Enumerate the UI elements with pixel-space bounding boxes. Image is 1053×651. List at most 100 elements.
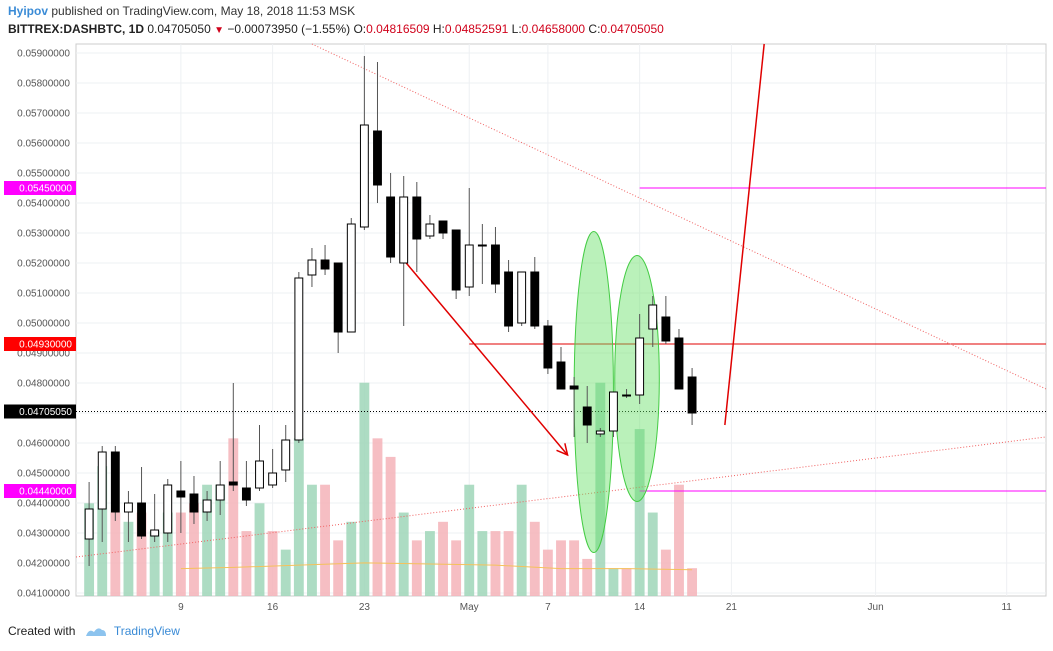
published-text: published on TradingView.com, May 18, 20…: [51, 4, 356, 18]
x-tick-label: 7: [545, 602, 551, 613]
volume-bar: [320, 484, 330, 596]
candle-body: [359, 124, 369, 228]
candle-body: [425, 223, 435, 237]
volume-moving-average: [180, 562, 693, 571]
volume-bar: [490, 531, 501, 596]
x-tick-label: 14: [634, 602, 646, 613]
volume-bar: [307, 484, 317, 596]
volume-bar: [293, 438, 304, 596]
symbol-label: BITTREX:DASHBTC, 1D: [8, 22, 145, 36]
x-tick-label: May: [460, 602, 479, 613]
chart-header-line2: BITTREX:DASHBTC, 1D 0.04705050 ▼ −0.0007…: [8, 22, 664, 36]
candle-body: [320, 259, 330, 270]
volume-bar: [280, 549, 291, 596]
y-tick-label: 0.04500000: [17, 469, 70, 480]
high-value: 0.04852591: [444, 22, 509, 36]
candle-body: [543, 325, 553, 369]
price-tag: [4, 404, 76, 419]
candle-body: [281, 439, 291, 471]
open-value: 0.04816509: [366, 22, 430, 36]
candle-body: [635, 337, 645, 396]
volume-bar: [123, 521, 134, 596]
x-tick-label: 11: [1001, 602, 1012, 613]
volume-bar: [634, 429, 645, 596]
candle-body: [163, 484, 173, 534]
y-tick-label: 0.05900000: [17, 49, 70, 60]
last-price: 0.04705050: [147, 22, 211, 36]
candle-body: [150, 529, 160, 537]
candle-body: [215, 484, 225, 501]
candle-body: [622, 394, 631, 397]
highlight-ellipse-1: [573, 231, 614, 553]
candle-body: [255, 460, 264, 489]
candle-body: [595, 430, 605, 435]
volume-bar: [254, 503, 265, 596]
candle-body: [504, 271, 513, 327]
y-tick-label: 0.05200000: [17, 259, 70, 270]
volume-bar: [162, 512, 173, 596]
ma-line: [180, 562, 693, 571]
tradingview-link[interactable]: TradingView: [113, 624, 180, 638]
down-arrow-icon: ▼: [214, 25, 225, 36]
y-tick-label: 0.05600000: [17, 139, 70, 150]
candle-body: [464, 244, 474, 288]
x-tick-label: 23: [359, 602, 371, 613]
candle-body: [124, 502, 133, 513]
volume-bar: [136, 512, 147, 596]
candle-body: [569, 385, 579, 390]
x-tick-label: 16: [267, 602, 279, 613]
y-tick-label: 0.05400000: [17, 199, 70, 210]
volume-bar: [372, 438, 383, 596]
candle-body: [687, 376, 697, 414]
candle-body: [477, 244, 487, 247]
candle-body: [530, 271, 540, 327]
volume-bar: [241, 531, 252, 596]
volume-bar: [438, 521, 448, 596]
candle-body: [491, 244, 500, 285]
down-trendline: [311, 43, 1047, 390]
price-chart[interactable]: 0.04100000 0.04200000 0.04300000 0.04400000…: [0, 40, 1053, 620]
price-tag: [4, 337, 76, 351]
price-tags: 0.05450000 0.04930000 0.04705050 0.04440000: [4, 181, 76, 498]
footer: Created with TradingView: [8, 624, 180, 638]
price-tag-label: 0.05450000: [19, 184, 72, 195]
price-tag-label: 0.04705050: [19, 407, 72, 418]
volume-bar: [464, 484, 475, 596]
y-tick-label: 0.04900000: [17, 349, 70, 360]
volume-bar: [542, 549, 553, 596]
candle-body: [556, 361, 566, 390]
volume-bar: [346, 521, 357, 596]
tradingview-logo-icon[interactable]: [85, 626, 107, 638]
candle-body: [648, 304, 658, 330]
price-tag: [4, 181, 76, 195]
chart-header-line1: Hyipov published on TradingView.com, May…: [8, 4, 355, 18]
candle-body: [176, 490, 186, 498]
volume-bar: [110, 512, 121, 596]
y-tick-label: 0.04200000: [17, 559, 70, 570]
candle-body: [399, 196, 409, 264]
author-name[interactable]: Hyipov: [8, 4, 49, 18]
y-tick-label: 0.04600000: [17, 439, 70, 450]
y-tick-label: 0.05100000: [17, 289, 70, 300]
candle-body: [137, 502, 146, 537]
volume-bar: [411, 540, 422, 596]
candle-body: [674, 337, 684, 390]
volume-bar: [595, 382, 606, 596]
candle-body: [110, 451, 120, 513]
candle-body: [307, 259, 317, 276]
candle-body: [373, 130, 382, 186]
volume-bar: [647, 512, 658, 596]
candle-body: [294, 277, 304, 441]
open-label: O:: [353, 22, 367, 36]
volume-bar: [582, 558, 593, 596]
volume-bar: [477, 531, 488, 596]
low-value: 0.04658000: [521, 22, 586, 36]
close-value: 0.04705050: [600, 22, 664, 36]
arrow-head-icon: [556, 443, 569, 457]
price-tag-label: 0.04930000: [19, 340, 72, 351]
volume-bar: [451, 540, 462, 596]
y-tick-label: 0.05300000: [17, 229, 70, 240]
candle-body: [386, 196, 396, 258]
volume-bar: [333, 540, 344, 596]
candlesticks: [84, 56, 697, 566]
